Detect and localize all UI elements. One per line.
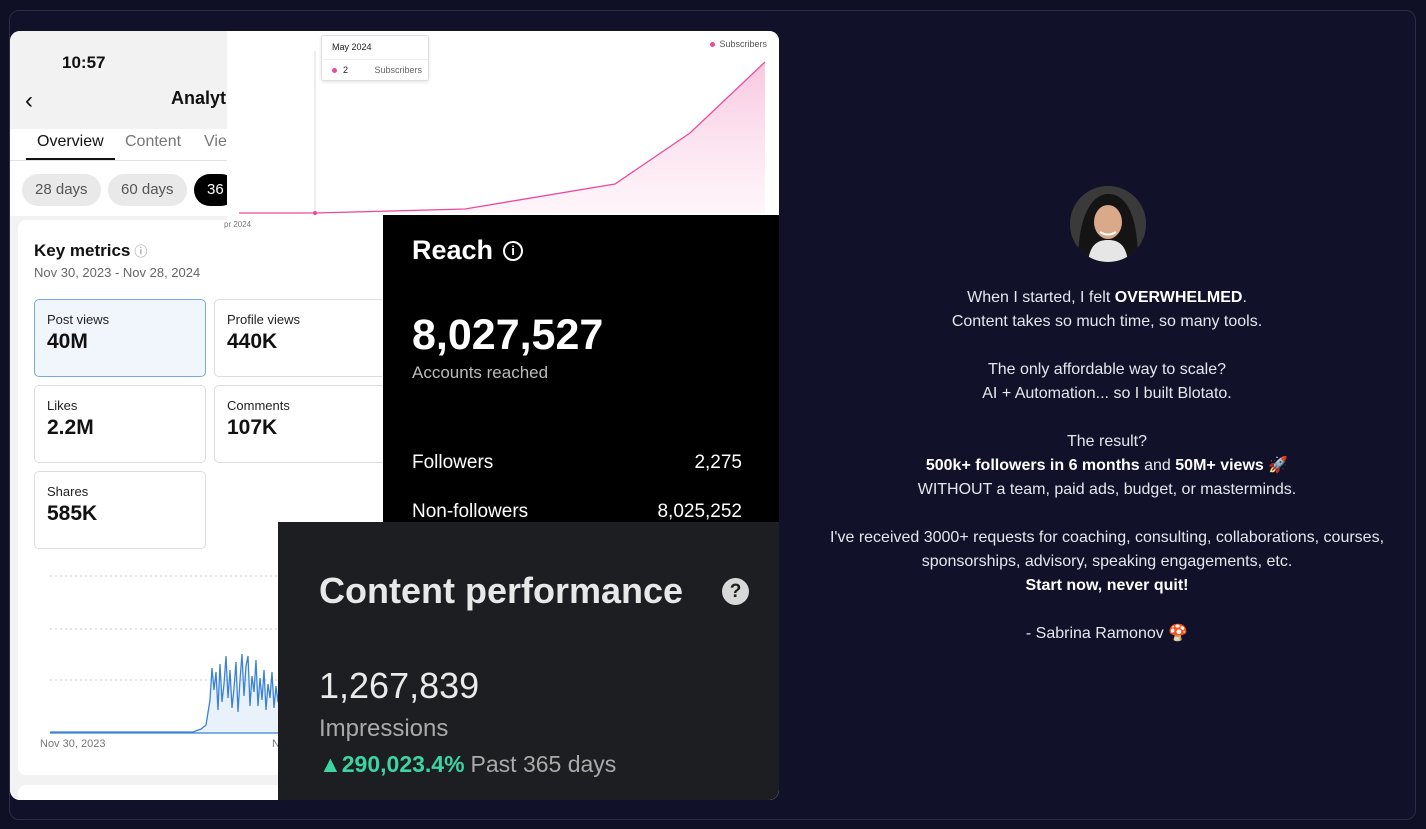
growth-percent: 290,023.4% xyxy=(341,751,465,777)
chart-legend: Subscribers xyxy=(710,39,767,49)
range-28-days[interactable]: 28 days xyxy=(22,174,101,206)
content-performance-title: Content performance xyxy=(319,570,684,611)
quote-emphasis: 500k+ followers in 6 months xyxy=(925,457,1140,474)
metric-label: Shares xyxy=(47,484,89,499)
accounts-reached-label: Accounts reached xyxy=(412,363,549,382)
help-icon[interactable]: ? xyxy=(722,578,749,605)
row-value: 8,025,252 xyxy=(657,501,742,522)
quote-line: Content takes so much time, so many tool… xyxy=(951,313,1263,330)
info-icon[interactable]: i xyxy=(503,241,524,261)
reach-title-text: Reach xyxy=(412,235,494,265)
metric-value: 440K xyxy=(227,330,278,353)
page-title: Analyti xyxy=(171,88,232,108)
quote-line: The only affordable way to scale? xyxy=(987,361,1227,378)
views-trend-chart xyxy=(50,575,298,734)
back-arrow-icon[interactable]: ‹ xyxy=(25,87,33,114)
metric-value: 40M xyxy=(47,330,88,353)
tab-viewers[interactable]: Vie xyxy=(204,133,227,150)
impressions-value: 1,267,839 xyxy=(319,665,480,706)
x-axis-label: pr 2024 xyxy=(224,220,252,229)
tooltip-row: 2 Subscribers xyxy=(332,65,422,75)
quote-emphasis: Start now, never quit! xyxy=(1025,577,1189,594)
metric-profile-views[interactable]: Profile views 440K xyxy=(214,299,386,377)
chart-end-date: N xyxy=(272,738,280,750)
metric-likes[interactable]: Likes 2.2M xyxy=(34,385,206,463)
hover-point xyxy=(313,211,317,215)
metric-value: 107K xyxy=(227,416,278,439)
info-icon[interactable]: ⓘ xyxy=(134,244,148,259)
chart-start-date: Nov 30, 2023 xyxy=(40,738,106,750)
tooltip-divider xyxy=(322,59,428,60)
date-range-label: Nov 30, 2023 - Nov 28, 2024 xyxy=(34,265,201,280)
non-followers-row: Non-followers 8,025,252 xyxy=(412,501,742,523)
quote-line: I've received 3000+ requests for coachin… xyxy=(829,529,1385,546)
row-label: Followers xyxy=(412,452,494,473)
rocket-icon: 🚀 xyxy=(1263,457,1289,474)
subscribers-area xyxy=(239,62,765,213)
legend-label: Subscribers xyxy=(719,39,767,49)
tab-overview[interactable]: Overview xyxy=(37,133,104,150)
accounts-reached-value: 8,027,527 xyxy=(412,311,604,359)
followers-row: Followers 2,275 xyxy=(412,452,742,474)
content-performance-panel: Content performance ? 1,267,839 Impressi… xyxy=(278,522,779,800)
quote-line: WITHOUT a team, paid ads, budget, or mas… xyxy=(917,481,1297,498)
metric-label: Likes xyxy=(47,398,78,413)
row-value: 2,275 xyxy=(694,452,742,473)
quote-emphasis: OVERWHELMED xyxy=(1114,289,1243,306)
subscribers-line xyxy=(239,61,766,214)
metric-post-views[interactable]: Post views 40M xyxy=(34,299,206,377)
growth-period: Past 365 days xyxy=(470,751,617,777)
metric-value: 585K xyxy=(47,502,98,525)
metric-label: Profile views xyxy=(227,312,300,327)
quote-line: AI + Automation... so I built Blotato. xyxy=(982,385,1232,402)
subscribers-line-chart xyxy=(239,51,766,215)
key-metrics-label: Key metrics xyxy=(34,241,131,260)
quote-line: The result? xyxy=(1066,433,1148,450)
tooltip-series: Subscribers xyxy=(374,65,422,75)
testimonial-text: When I started, I felt OVERWHELMED. Cont… xyxy=(790,286,1424,646)
row-label: Non-followers xyxy=(412,501,529,522)
quote-text: and xyxy=(1139,457,1176,474)
quote-line: sponsorships, advisory, speaking engagem… xyxy=(921,553,1293,570)
tooltip-dot xyxy=(332,68,337,74)
avatar-image xyxy=(1070,186,1146,262)
quote-text: When I started, I felt xyxy=(967,289,1115,306)
quote-line: Start now, never quit! xyxy=(790,574,1424,598)
tooltip-value: 2 xyxy=(343,65,349,75)
quote-line: 500k+ followers in 6 months and 50M+ vie… xyxy=(790,454,1424,478)
impressions-label: Impressions xyxy=(319,715,449,742)
subscribers-chart: Subscribers May 2024 2 Subscribers pr 20… xyxy=(224,31,779,229)
quote-line: When I started, I felt OVERWHELMED. xyxy=(790,286,1424,310)
metric-label: Comments xyxy=(227,398,290,413)
range-60-days[interactable]: 60 days xyxy=(108,174,187,206)
reach-panel: Reach i 8,027,527 Accounts reached Follow… xyxy=(383,215,779,522)
reach-title: Reach i xyxy=(412,235,524,266)
author-avatar xyxy=(1070,186,1146,262)
chart-tooltip: May 2024 2 Subscribers xyxy=(321,35,429,81)
key-metrics-title: Key metrics ⓘ xyxy=(34,241,147,261)
tab-content[interactable]: Content xyxy=(125,133,182,150)
metric-label: Post views xyxy=(47,312,110,327)
legend-dot xyxy=(710,42,716,48)
tab-underline xyxy=(26,158,115,160)
author-signature: - Sabrina Ramonov 🍄 xyxy=(1025,625,1189,642)
quote-emphasis: 50M+ views xyxy=(1175,457,1264,474)
analytics-collage: 10:57 ‹ Analyti Overview Content Vie 28 … xyxy=(10,31,779,800)
metric-comments[interactable]: Comments 107K xyxy=(214,385,386,463)
up-arrow-icon: ▲ xyxy=(319,751,342,777)
quote-text: . xyxy=(1242,289,1247,306)
growth-row: ▲290,023.4% Past 365 days xyxy=(319,751,616,778)
metric-value: 2.2M xyxy=(47,416,94,439)
metric-shares[interactable]: Shares 585K xyxy=(34,471,206,549)
tooltip-month: May 2024 xyxy=(332,42,372,52)
status-time: 10:57 xyxy=(62,53,106,72)
